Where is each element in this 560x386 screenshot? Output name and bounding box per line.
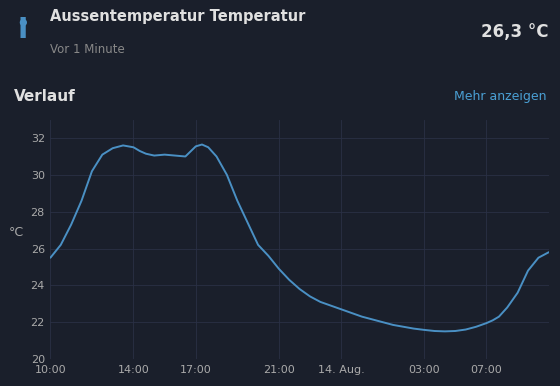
- Text: I: I: [17, 16, 27, 44]
- Text: Verlauf: Verlauf: [14, 89, 76, 104]
- Text: Vor 1 Minute: Vor 1 Minute: [50, 43, 125, 56]
- Y-axis label: °C: °C: [9, 226, 24, 239]
- Text: Aussentemperatur Temperatur: Aussentemperatur Temperatur: [50, 10, 306, 24]
- Text: 26,3 °C: 26,3 °C: [481, 23, 549, 41]
- Text: Mehr anzeigen: Mehr anzeigen: [454, 90, 546, 103]
- Text: •: •: [15, 14, 30, 37]
